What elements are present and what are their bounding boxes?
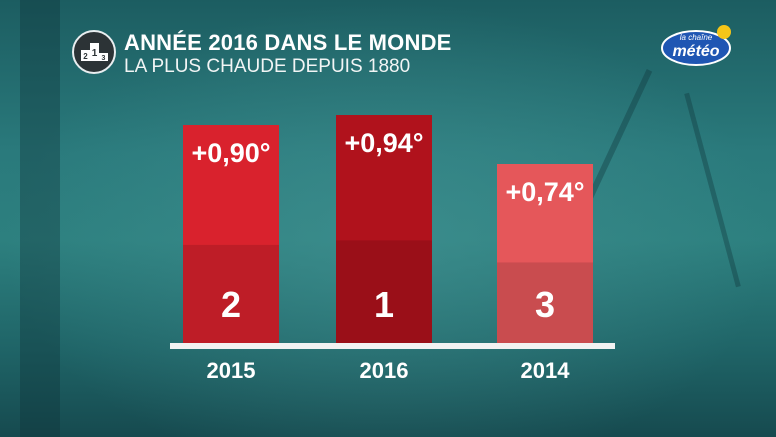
bar-shade [336,240,432,343]
svg-text:1: 1 [92,48,98,59]
podium-icon: 2 1 3 [72,30,116,74]
logo-text-main: météo [672,43,719,60]
x-tick-label-2016: 2016 [360,358,409,383]
bar-2015 [183,125,279,343]
chart-baseline [170,343,615,349]
bar-2016 [336,115,432,343]
value-label-2016: +0,94° [344,128,423,158]
logo-text-small: la chaîne [680,33,713,42]
bar-shade [497,262,593,343]
meteo-logo: la chaîne météo [660,22,738,68]
value-label-2014: +0,74° [505,177,584,207]
value-label-2015: +0,90° [191,138,270,168]
background-tree-trunk [20,0,60,437]
bar-2014 [497,164,593,343]
x-tick-label-2015: 2015 [207,358,256,383]
svg-text:2: 2 [83,52,88,61]
page-subtitle: LA PLUS CHAUDE DEPUIS 1880 [124,56,411,77]
page-title: ANNÉE 2016 DANS LE MONDE [124,30,452,55]
rank-label-2015: 2 [221,284,241,325]
x-tick-label-2014: 2014 [521,358,571,383]
rank-label-2016: 1 [374,284,394,325]
rank-label-2014: 3 [535,284,555,325]
bar-shade [183,244,279,343]
svg-text:3: 3 [102,55,106,62]
